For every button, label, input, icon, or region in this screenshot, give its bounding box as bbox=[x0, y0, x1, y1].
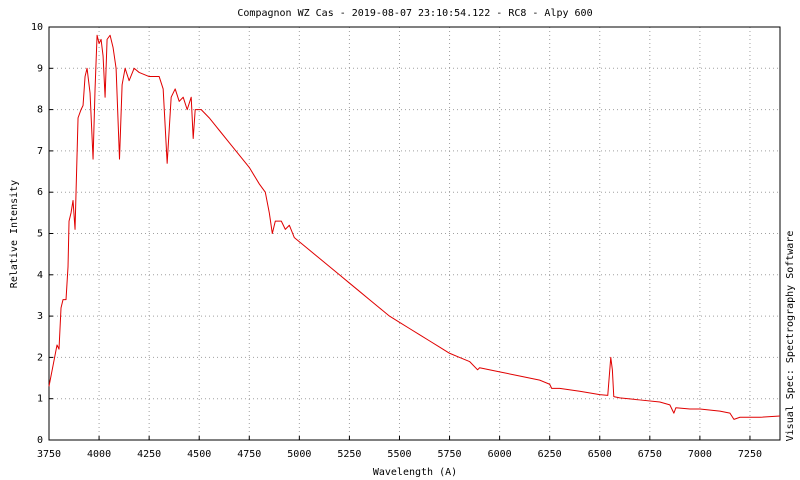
x-tick-label: 4250 bbox=[137, 449, 161, 460]
x-tick-label: 3750 bbox=[37, 449, 61, 460]
y-tick-label: 7 bbox=[37, 146, 43, 157]
y-tick-label: 6 bbox=[37, 187, 43, 198]
x-tick-label: 6250 bbox=[538, 449, 562, 460]
y-tick-label: 2 bbox=[37, 352, 43, 363]
y-tick-label: 0 bbox=[37, 435, 43, 446]
x-tick-label: 4750 bbox=[237, 449, 261, 460]
y-tick-label: 8 bbox=[37, 105, 43, 116]
x-tick-label: 5000 bbox=[287, 449, 311, 460]
x-tick-label: 6750 bbox=[638, 449, 662, 460]
x-tick-label: 7250 bbox=[738, 449, 762, 460]
spectrum-line bbox=[48, 34, 781, 420]
x-tick-label: 4000 bbox=[87, 449, 111, 460]
x-tick-label: 5250 bbox=[337, 449, 361, 460]
x-tick-label: 6000 bbox=[488, 449, 512, 460]
x-tick-label: 6500 bbox=[588, 449, 612, 460]
side-note: Visual Spec: Spectrography Software bbox=[785, 231, 796, 442]
y-tick-label: 9 bbox=[37, 63, 43, 74]
y-tick-label: 3 bbox=[37, 311, 43, 322]
y-tick-label: 10 bbox=[31, 22, 43, 33]
x-axis-label: Wavelength (A) bbox=[373, 467, 457, 478]
y-tick-label: 5 bbox=[37, 229, 43, 240]
plot-frame bbox=[48, 26, 781, 441]
x-tick-label: 5500 bbox=[387, 449, 411, 460]
x-tick-label: 5750 bbox=[438, 449, 462, 460]
chart-title: Compagnon WZ Cas - 2019-08-07 23:10:54.1… bbox=[237, 8, 592, 19]
x-tick-label: 7000 bbox=[688, 449, 712, 460]
y-tick-label: 1 bbox=[37, 394, 43, 405]
y-tick-label: 4 bbox=[37, 270, 43, 281]
y-axis-label: Relative Intensity bbox=[9, 180, 20, 288]
x-tick-label: 4500 bbox=[187, 449, 211, 460]
